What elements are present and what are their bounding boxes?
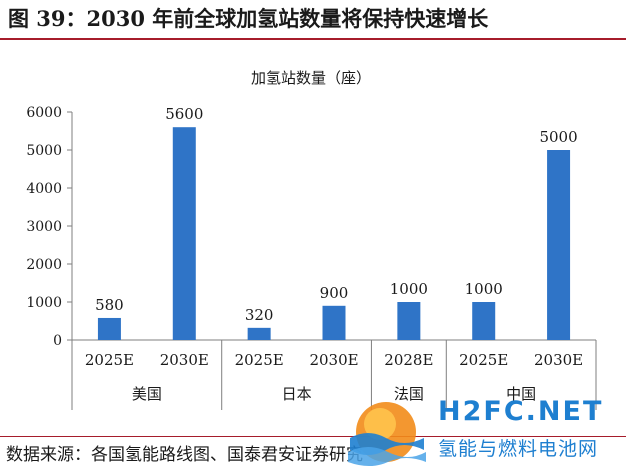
- bar: [547, 150, 571, 340]
- bar-value-label: 1000: [465, 280, 503, 298]
- group-label: 美国: [132, 385, 162, 403]
- source-note: 数据来源：各国氢能路线图、国泰君安证券研究: [6, 445, 363, 465]
- bar-chart: 加氢站数量（座） 0 1000 2000 3000 4000 5000 6000 2025E 2…: [26, 69, 597, 410]
- bar: [472, 302, 496, 340]
- bar-value-label: 5000: [539, 128, 577, 146]
- bar: [97, 317, 121, 340]
- bar: [322, 305, 346, 340]
- bars: [97, 127, 571, 340]
- chart-title: 加氢站数量（座）: [251, 69, 371, 87]
- bar: [172, 127, 196, 340]
- watermark-brand: H2FC.NET: [438, 396, 604, 427]
- bar-value-label: 580: [95, 296, 124, 314]
- group-label: 中国: [506, 385, 536, 403]
- category-label: 2025E: [235, 351, 284, 369]
- bar-value-label: 5600: [165, 105, 203, 123]
- y-tick-label: 6000: [26, 105, 62, 121]
- y-tick-label: 5000: [26, 143, 62, 159]
- source-rule: [0, 436, 626, 437]
- figure-title: 图 39：2030 年前全球加氢站数量将保持快速增长: [8, 6, 489, 31]
- group-label: 日本: [282, 385, 312, 403]
- axes: 0 1000 2000 3000 4000 5000 6000 2025E 2030E 美国 202…: [26, 105, 597, 410]
- bar-value-label: 320: [245, 306, 274, 324]
- watermark-subtitle: 氢能与燃料电池网: [438, 438, 599, 460]
- category-label: 2025E: [85, 351, 134, 369]
- category-label: 2030E: [160, 351, 209, 369]
- y-tick-label: 3000: [26, 219, 62, 235]
- data-labels: 580 5600 320 900 1000 1000 5000: [95, 105, 578, 324]
- h2fc-logo-icon: [348, 402, 426, 466]
- y-tick-label: 0: [53, 333, 62, 349]
- category-label: 2025E: [459, 351, 508, 369]
- y-tick-label: 1000: [26, 295, 62, 311]
- category-label: 2028E: [384, 351, 433, 369]
- title-rule: [0, 38, 626, 40]
- group-label: 法国: [394, 385, 424, 403]
- bar-value-label: 900: [320, 284, 349, 302]
- y-tick-label: 4000: [26, 181, 62, 197]
- bar-value-label: 1000: [390, 280, 428, 298]
- category-label: 2030E: [534, 351, 583, 369]
- bar: [397, 302, 421, 340]
- bar: [247, 327, 271, 340]
- watermark: H2FC.NET 氢能与燃料电池网: [346, 392, 622, 470]
- category-label: 2030E: [309, 351, 358, 369]
- y-tick-label: 2000: [26, 257, 62, 273]
